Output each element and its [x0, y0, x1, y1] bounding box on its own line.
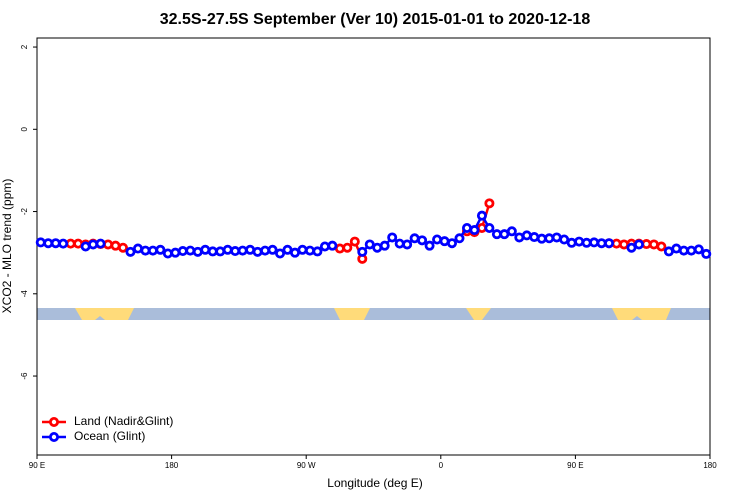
data-point: [424, 240, 435, 251]
data-point: [304, 245, 315, 256]
data-point: [319, 241, 330, 252]
surface-band: [37, 308, 710, 320]
y-tick-label: 2: [20, 44, 29, 49]
data-point: [619, 239, 630, 250]
data-point: [125, 246, 136, 257]
data-point: [215, 246, 226, 257]
data-point: [387, 232, 398, 243]
ocean-band: [37, 308, 710, 320]
data-point: [506, 226, 517, 237]
data-point: [484, 198, 495, 209]
data-point: [484, 222, 495, 233]
chart-title: 32.5S-27.5S September (Ver 10) 2015-01-0…: [160, 11, 591, 28]
data-point: [222, 244, 233, 255]
data-point: [147, 245, 158, 256]
data-point: [447, 238, 458, 249]
land-band: [612, 308, 671, 320]
data-point: [185, 245, 196, 256]
data-point: [260, 245, 271, 256]
data-point: [170, 247, 181, 258]
data-point: [529, 232, 540, 243]
data-point: [349, 236, 360, 247]
data-point: [364, 239, 375, 250]
data-point: [117, 242, 128, 253]
data-point: [693, 244, 704, 255]
data-point: [379, 240, 390, 251]
legend-marker: [49, 416, 60, 427]
plot-frame: [36, 37, 711, 456]
x-tick-label: 180: [703, 461, 717, 470]
legend-label: Ocean (Glint): [74, 429, 145, 443]
land-band: [334, 308, 370, 320]
land-band: [75, 308, 134, 320]
data-point: [275, 248, 286, 259]
x-axis-label: Longitude (deg E): [327, 476, 422, 490]
data-point: [476, 210, 487, 221]
data-point: [155, 244, 166, 255]
data-point: [469, 225, 480, 236]
data-point: [589, 237, 600, 248]
data-point: [626, 242, 637, 253]
data-point: [559, 234, 570, 245]
data-point: [267, 244, 278, 255]
data-point: [58, 238, 69, 249]
data-point: [95, 238, 106, 249]
data-point: [297, 244, 308, 255]
data-point: [454, 233, 465, 244]
x-tick-label: 180: [165, 461, 179, 470]
land-band: [466, 308, 491, 320]
data-point: [237, 245, 248, 256]
y-tick-label: -2: [20, 207, 29, 215]
data-point: [162, 248, 173, 259]
data-point: [327, 240, 338, 251]
data-point: [200, 244, 211, 255]
data-point: [686, 245, 697, 256]
data-point: [252, 246, 263, 257]
data-point: [604, 238, 615, 249]
y-tick-label: -6: [20, 372, 29, 380]
data-point: [357, 246, 368, 257]
data-point: [402, 239, 413, 250]
legend-label: Land (Nadir&Glint): [74, 414, 173, 428]
data-point: [88, 239, 99, 250]
data-point: [35, 237, 46, 248]
data-point: [521, 230, 532, 241]
legend-marker: [49, 431, 60, 442]
data-point: [417, 235, 428, 246]
data-point: [432, 234, 443, 245]
data-point: [394, 238, 405, 249]
data-point: [312, 246, 323, 257]
data-point: [701, 248, 712, 259]
data-point: [342, 242, 353, 253]
data-point: [566, 237, 577, 248]
data-point: [574, 236, 585, 247]
x-tick-label: 90 E: [567, 461, 583, 470]
data-point: [544, 233, 555, 244]
y-tick-label: 0: [20, 127, 29, 132]
y-axis-label: XCO2 - MLO trend (ppm): [0, 179, 14, 314]
data-point: [103, 239, 114, 250]
data-point: [656, 241, 667, 252]
y-tick-label: -4: [20, 290, 29, 298]
x-tick-label: 90 W: [297, 461, 316, 470]
x-tick-label: 90 E: [29, 461, 45, 470]
x-tick-label: 0: [439, 461, 444, 470]
data-point: [633, 239, 644, 250]
